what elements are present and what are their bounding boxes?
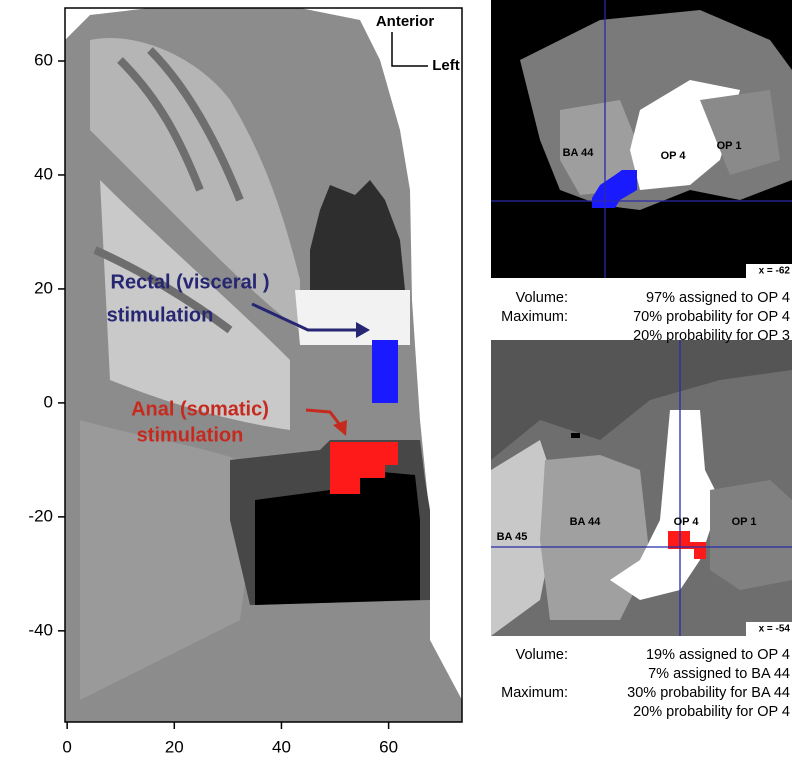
slice-label: x = -62	[759, 266, 791, 277]
orientation-anterior: Anterior	[376, 13, 435, 30]
caption-text: 97% assigned to OP 4	[646, 290, 790, 306]
brain-image	[65, 8, 462, 722]
region-label: OP 4	[661, 150, 687, 162]
region-label: BA 44	[563, 147, 595, 159]
x-tick-label: 60	[379, 737, 398, 756]
annotation: stimulation	[137, 424, 244, 446]
orientation-left: Left	[432, 57, 460, 74]
slice-label: x = -54	[759, 624, 791, 635]
caption-label: Volume:	[516, 647, 568, 663]
caption-text: 19% assigned to OP 4	[646, 647, 790, 663]
y-tick-label: 20	[34, 278, 53, 297]
caption-text: 70% probability for OP 4	[633, 309, 790, 325]
annotation: Anal (somatic)	[131, 398, 269, 420]
y-tick-label: 40	[34, 164, 53, 183]
region-label: OP 4	[674, 516, 700, 528]
slice-panel	[491, 340, 792, 636]
y-tick-label: 0	[44, 392, 53, 411]
caption-text: 7% assigned to BA 44	[648, 666, 790, 682]
caption-text: 20% probability for OP 4	[633, 704, 790, 720]
y-tick-label: 60	[34, 50, 53, 69]
y-tick-label: -20	[28, 506, 53, 525]
caption-label: Volume:	[516, 290, 568, 306]
x-tick-label: 0	[62, 737, 71, 756]
caption-text: 30% probability for BA 44	[627, 685, 790, 701]
caption-label: Maximum:	[501, 685, 568, 701]
region-label: OP 1	[717, 140, 742, 152]
annotation: stimulation	[107, 304, 214, 326]
x-tick-label: 40	[272, 737, 291, 756]
x-tick-label: 20	[165, 737, 184, 756]
slice-panel	[491, 0, 792, 278]
caption-text: 20% probability for OP 3	[633, 328, 790, 344]
annotation: Rectal (visceral )	[111, 271, 270, 293]
caption-label: Maximum:	[501, 309, 568, 325]
figure: 0 20 40 60 -40 -20 0 20 40 60 Anterior Left Recta…	[0, 0, 792, 765]
region-label: OP 1	[732, 516, 757, 528]
region-label: BA 45	[497, 531, 528, 543]
y-tick-label: -40	[28, 620, 53, 639]
region-label: BA 44	[570, 516, 602, 528]
